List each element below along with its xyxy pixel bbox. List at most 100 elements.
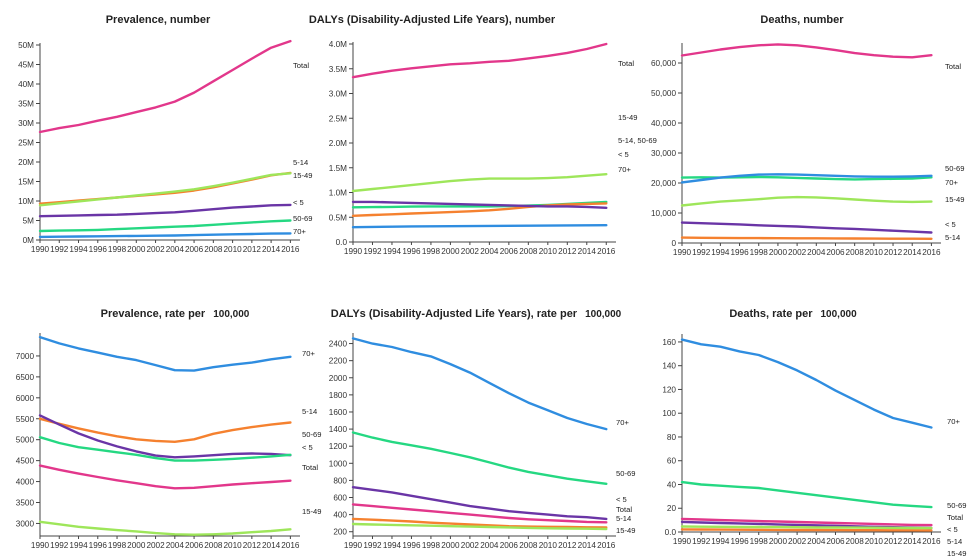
y-tick-label: 60 xyxy=(667,457,677,466)
y-tick-label: 200 xyxy=(333,528,347,537)
series-end-label: < 5 xyxy=(293,198,304,207)
series-line-1549 xyxy=(680,195,933,207)
x-tick-label: 2008 xyxy=(519,541,538,550)
series-line-5 xyxy=(351,200,608,210)
x-tick-label: 1998 xyxy=(422,247,441,256)
series-end-label: 70+ xyxy=(293,227,306,236)
x-tick-label: 2014 xyxy=(578,541,597,550)
chart-title-rate: 100,000 xyxy=(585,309,622,320)
chart-title-text: Prevalence, rate per xyxy=(101,308,206,320)
x-tick-label: 2010 xyxy=(223,541,242,550)
chart-panel-3: Deaths, number 0 10,000 20,000 30,000 40,000 5… xyxy=(651,14,964,257)
y-tick-label: 100 xyxy=(662,409,676,418)
chart-title: DALYs (Disability-Adjusted Life Years), … xyxy=(309,14,556,26)
y-tick-label: 4000 xyxy=(16,478,35,487)
y-tick-label: 3.0M xyxy=(329,90,347,99)
y-tick-label: 400 xyxy=(333,511,347,520)
x-tick-label: 2012 xyxy=(243,541,262,550)
x-tick-label: 2004 xyxy=(480,247,499,256)
y-tick-label: 1400 xyxy=(329,425,348,434)
x-tick-label: 2002 xyxy=(461,247,480,256)
x-tick-label: 2000 xyxy=(127,245,146,254)
chart-title-rate: 100,000 xyxy=(821,309,858,320)
x-tick-label: 1992 xyxy=(50,245,69,254)
x-tick-label: 1996 xyxy=(730,248,749,257)
x-tick-label: 1992 xyxy=(363,541,382,550)
series-line-5 xyxy=(38,203,292,218)
x-tick-label: 1998 xyxy=(108,245,127,254)
y-tick-label: 20,000 xyxy=(651,179,676,188)
series-end-label: 15-49 xyxy=(616,526,635,535)
x-tick-label: 1992 xyxy=(692,248,711,257)
series-line-1549 xyxy=(38,520,292,536)
series-line-Total xyxy=(680,43,933,59)
y-tick-label: 1.0M xyxy=(329,189,347,198)
y-tick-label: 3000 xyxy=(16,519,35,528)
chart-panel-1: Prevalence, number 0M 5M 10M 15M 20M 25M 30M 35M… xyxy=(18,14,312,254)
series-end-label: 5-14 xyxy=(302,407,317,416)
chart-title: Prevalence, number xyxy=(106,14,211,26)
x-tick-label: 2008 xyxy=(204,541,223,550)
y-tick-label: 20M xyxy=(18,158,34,167)
x-tick-label: 2002 xyxy=(788,537,807,546)
y-tick-label: 35M xyxy=(18,100,34,109)
x-tick-label: 2004 xyxy=(807,537,826,546)
series-line-1549 xyxy=(351,172,608,193)
x-tick-label: 2014 xyxy=(262,245,281,254)
y-tick-label: 1.5M xyxy=(329,164,347,173)
y-tick-label: 30M xyxy=(18,119,34,128)
x-tick-label: 1998 xyxy=(750,537,769,546)
y-tick-label: 120 xyxy=(662,385,676,394)
x-tick-label: 2000 xyxy=(441,247,460,256)
x-tick-label: 2002 xyxy=(788,248,807,257)
series-end-label: 15-49 xyxy=(302,507,321,516)
x-tick-label: 1996 xyxy=(89,541,108,550)
x-tick-label: 1994 xyxy=(69,541,88,550)
chart-title-text: Deaths, number xyxy=(760,14,844,26)
chart-panel-4: Prevalence, rate per 100,000 3000 3500 4000 4… xyxy=(16,308,322,550)
y-tick-label: 50M xyxy=(18,41,34,50)
series-end-label: 70+ xyxy=(302,349,315,358)
chart-title-text: Prevalence, number xyxy=(106,14,211,26)
y-tick-label: 25M xyxy=(18,139,34,148)
x-tick-label: 1992 xyxy=(692,537,711,546)
series-line-5069 xyxy=(351,431,608,485)
series-end-label: 5-14 xyxy=(293,158,308,167)
series-line-Total xyxy=(351,42,608,79)
chart-title: Deaths, number xyxy=(760,14,844,26)
y-tick-label: 1000 xyxy=(329,459,348,468)
y-tick-label: 15M xyxy=(18,178,34,187)
x-tick-label: 2008 xyxy=(519,247,538,256)
series-end-label: 70+ xyxy=(618,165,631,174)
y-tick-label: 20 xyxy=(667,504,677,513)
x-tick-label: 1996 xyxy=(402,541,421,550)
y-tick-label: 1200 xyxy=(329,442,348,451)
series-end-label: Total xyxy=(616,505,632,514)
x-tick-label: 2004 xyxy=(807,248,826,257)
y-tick-label: 3.5M xyxy=(329,65,347,74)
x-tick-label: 2006 xyxy=(826,248,845,257)
series-end-label: 50-69 xyxy=(947,501,966,510)
x-tick-label: 2014 xyxy=(903,537,922,546)
y-tick-label: 80 xyxy=(667,433,677,442)
x-tick-label: 1992 xyxy=(50,541,69,550)
x-tick-label: 2006 xyxy=(185,245,204,254)
y-tick-label: 2.0M xyxy=(329,139,347,148)
y-tick-label: 7000 xyxy=(16,352,35,361)
x-tick-label: 1996 xyxy=(402,247,421,256)
series-line-5 xyxy=(38,414,292,459)
y-tick-label: 45M xyxy=(18,61,34,70)
chart-panel-5: DALYs (Disability-Adjusted Life Years), … xyxy=(329,308,636,550)
series-line-5069 xyxy=(38,219,292,233)
x-tick-label: 2006 xyxy=(826,537,845,546)
series-end-label: Total xyxy=(945,62,961,71)
x-tick-label: 2016 xyxy=(281,541,300,550)
series-end-label: 50-69 xyxy=(945,164,964,173)
series-end-label: 50-69 xyxy=(616,469,635,478)
x-tick-label: 2008 xyxy=(846,248,865,257)
series-line-514 xyxy=(351,202,608,218)
series-line-Total xyxy=(351,503,608,524)
series-line-5069 xyxy=(38,436,292,462)
x-tick-label: 2014 xyxy=(262,541,281,550)
series-line-5 xyxy=(351,486,608,521)
